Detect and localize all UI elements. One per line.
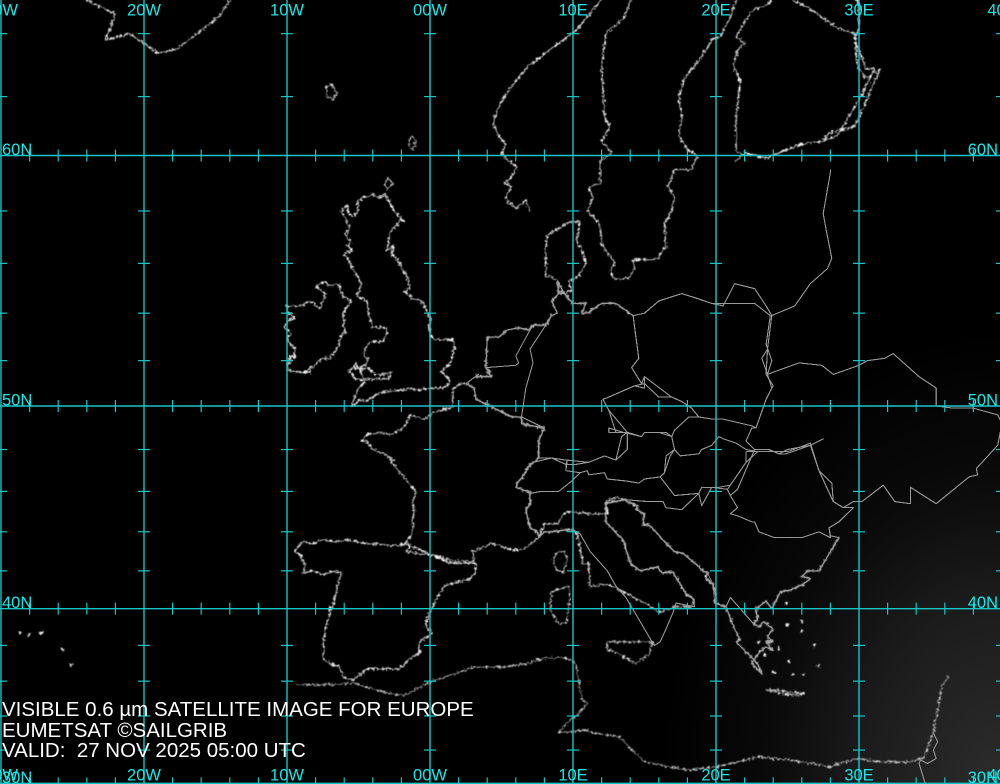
svg-text:50N: 50N [968,392,998,410]
svg-text:60N: 60N [2,141,32,159]
svg-text:60N: 60N [968,141,998,159]
svg-text:00W: 00W [413,2,447,20]
svg-text:10E: 10E [558,2,587,20]
svg-text:30W: 30W [0,2,18,20]
svg-text:40N: 40N [2,594,32,612]
svg-text:20E: 20E [701,2,730,20]
svg-text:10E: 10E [558,767,587,784]
svg-text:40N: 40N [968,594,998,612]
svg-text:30N: 30N [968,769,998,784]
svg-text:20W: 20W [127,767,161,784]
svg-text:50N: 50N [2,392,32,410]
svg-text:10W: 10W [270,767,304,784]
svg-text:10W: 10W [270,2,304,20]
svg-text:20E: 20E [701,767,730,784]
svg-text:30E: 30E [844,2,873,20]
svg-text:00W: 00W [413,767,447,784]
svg-text:20W: 20W [127,2,161,20]
svg-text:40E: 40E [987,2,1000,20]
svg-text:30N: 30N [2,769,32,784]
svg-text:30E: 30E [844,767,873,784]
